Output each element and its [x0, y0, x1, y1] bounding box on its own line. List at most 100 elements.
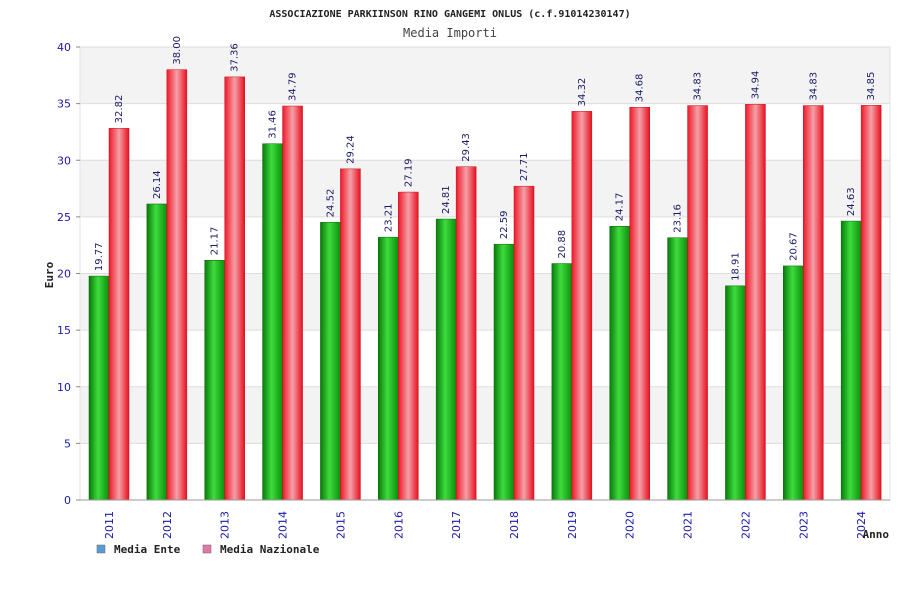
- bar-media-ente-2012: [146, 203, 168, 501]
- plot-band: [80, 443, 890, 500]
- value-label: 24.81: [441, 185, 452, 214]
- value-label: 34.85: [866, 72, 877, 101]
- bar-media-nazionale-2017: [455, 166, 477, 501]
- chart-subtitle: Media Importi: [403, 26, 497, 40]
- value-label: 19.77: [94, 242, 105, 271]
- legend-label: Media Ente: [114, 543, 181, 556]
- x-tick-label: 2017: [450, 511, 463, 539]
- y-tick-label: 5: [64, 437, 71, 450]
- x-tick-label: 2019: [566, 511, 579, 539]
- bar-media-nazionale-2012: [166, 69, 188, 501]
- x-tick-label: 2024: [855, 511, 868, 539]
- value-label: 24.17: [615, 193, 626, 222]
- y-tick-label: 30: [57, 154, 71, 167]
- legend-swatch: [96, 544, 106, 554]
- bar-media-nazionale-2013: [224, 76, 245, 501]
- bar-media-nazionale-2018: [513, 185, 535, 501]
- value-label: 20.88: [557, 230, 568, 259]
- x-tick-label: 2013: [219, 511, 232, 539]
- plot-band: [80, 330, 890, 387]
- value-label: 34.94: [750, 71, 761, 100]
- value-labels: 19.77 32.82 26.14 38.00 21.17 37.36 31.46 34.79…: [94, 36, 877, 281]
- value-label: 31.46: [268, 110, 279, 139]
- value-label: 27.71: [519, 153, 530, 182]
- y-tick-label: 25: [57, 211, 71, 224]
- legend: Media Ente Media Nazionale: [96, 543, 320, 556]
- x-tick-label: 2012: [161, 511, 174, 539]
- value-label: 22.59: [499, 211, 510, 240]
- y-tick-label: 15: [57, 324, 71, 337]
- x-tick-label: 2015: [334, 511, 347, 539]
- value-label: 27.19: [403, 158, 414, 187]
- value-label: 34.79: [288, 72, 299, 101]
- bar-media-nazionale-2021: [687, 105, 708, 501]
- bar-media-ente-2022: [725, 285, 746, 501]
- x-tick-label: 2022: [739, 511, 752, 539]
- x-tick-label: 2014: [277, 511, 290, 539]
- x-tick-label: 2018: [508, 511, 521, 539]
- bar-media-nazionale-2022: [745, 104, 766, 501]
- bar-media-ente-2013: [204, 259, 225, 501]
- x-tick-label: 2020: [624, 511, 637, 539]
- value-label: 18.91: [730, 252, 741, 281]
- bar-media-nazionale-2024: [860, 105, 882, 501]
- x-tick-label: 2011: [103, 511, 116, 539]
- plot-band: [80, 160, 890, 217]
- plot-band: [80, 47, 890, 104]
- bar-media-ente-2018: [493, 243, 515, 501]
- bar-media-nazionale-2023: [803, 105, 824, 501]
- bar-media-nazionale-2014: [282, 105, 303, 501]
- y-tick-label: 40: [57, 41, 71, 54]
- value-label: 21.17: [210, 227, 221, 256]
- value-label: 34.68: [635, 74, 646, 103]
- y-tick-label: 10: [57, 381, 71, 394]
- legend-label: Media Nazionale: [220, 543, 320, 556]
- y-axis-label: Euro: [43, 261, 56, 288]
- chart-title: ASSOCIAZIONE PARKIINSON RINO GANGEMI ONL…: [269, 9, 630, 20]
- value-label: 29.24: [345, 135, 356, 164]
- value-label: 34.32: [577, 78, 588, 107]
- x-tick-label: 2016: [392, 511, 405, 539]
- value-label: 24.52: [325, 189, 336, 218]
- y-tick-label: 0: [64, 494, 71, 507]
- bar-media-nazionale-2011: [108, 128, 130, 501]
- bar-media-nazionale-2015: [340, 168, 361, 501]
- bar-media-nazionale-2020: [629, 106, 650, 501]
- bar-media-ente-2011: [88, 275, 110, 501]
- value-label: 37.36: [230, 43, 241, 72]
- y-tick-label: 20: [57, 268, 71, 281]
- value-label: 34.83: [808, 72, 819, 101]
- bar-media-nazionale-2019: [571, 111, 593, 501]
- value-label: 24.63: [846, 187, 857, 216]
- plot-band: [80, 386, 890, 444]
- x-tick-label: 2021: [682, 511, 695, 539]
- value-label: 23.16: [673, 204, 684, 233]
- y-axis-ticks: 0 5 10 15 20 25 30 35 40: [57, 41, 80, 507]
- bar-media-ente-2016: [378, 236, 399, 501]
- bars: [88, 69, 882, 501]
- value-label: 20.67: [788, 232, 799, 261]
- bar-media-ente-2014: [262, 143, 283, 501]
- value-label: 34.83: [693, 72, 704, 101]
- bar-media-ente-2023: [783, 265, 804, 501]
- y-tick-label: 35: [57, 98, 71, 111]
- plot-band: [80, 103, 890, 161]
- value-label: 32.82: [114, 95, 125, 124]
- bar-media-ente-2015: [320, 222, 341, 501]
- value-label: 26.14: [152, 170, 163, 199]
- x-axis-ticks: 2011 2012 2013 2014 2015 2016 2017 2018 2019 2020…: [80, 499, 890, 539]
- plot-band: [80, 273, 890, 331]
- value-label: 38.00: [172, 36, 183, 65]
- bar-media-ente-2019: [551, 263, 573, 501]
- bar-media-ente-2021: [667, 237, 688, 501]
- bar-media-ente-2017: [435, 218, 457, 501]
- plot-band: [80, 216, 890, 274]
- x-axis-label: Anno: [863, 528, 890, 541]
- value-label: 23.21: [383, 204, 394, 233]
- bar-media-nazionale-2016: [398, 191, 419, 501]
- x-tick-label: 2023: [797, 511, 810, 539]
- bar-media-ente-2024: [840, 220, 862, 501]
- value-label: 29.43: [461, 133, 472, 162]
- bar-media-ente-2020: [609, 226, 630, 501]
